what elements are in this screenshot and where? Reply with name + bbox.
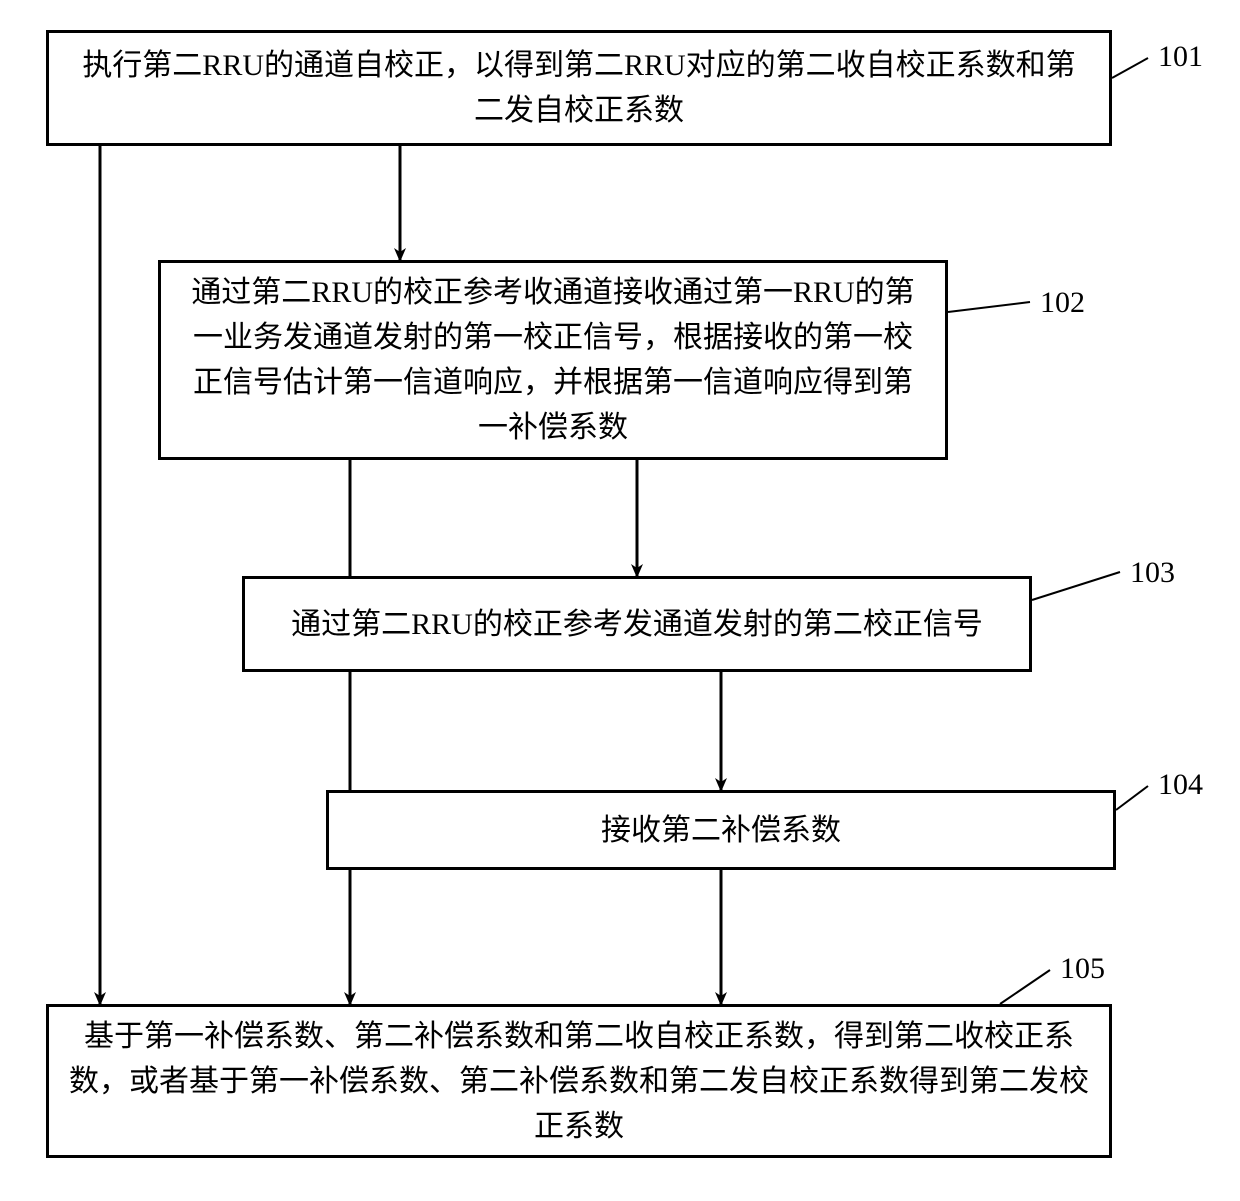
step-number-label: 103 [1130,556,1175,590]
step-number-label: 105 [1060,952,1105,986]
step-number-label: 102 [1040,286,1085,320]
label-leader-line [1112,58,1148,78]
flow-step-n105: 基于第一补偿系数、第二补偿系数和第二收自校正系数，得到第二收校正系数，或者基于第… [46,1004,1112,1158]
label-leader-line [948,302,1030,312]
flow-step-text: 接收第二补偿系数 [601,808,841,853]
flow-step-text: 通过第二RRU的校正参考收通道接收通过第一RRU的第一业务发通道发射的第一校正信… [181,270,925,450]
label-leader-line [1116,786,1148,810]
flow-step-n102: 通过第二RRU的校正参考收通道接收通过第一RRU的第一业务发通道发射的第一校正信… [158,260,948,460]
step-number-label: 104 [1158,768,1203,802]
flow-step-n101: 执行第二RRU的通道自校正，以得到第二RRU对应的第二收自校正系数和第二发自校正… [46,30,1112,146]
label-leader-line [1032,572,1120,600]
label-leader-line [1000,970,1050,1004]
step-number-label: 101 [1158,40,1203,74]
flow-step-n104: 接收第二补偿系数 [326,790,1116,870]
flow-step-text: 通过第二RRU的校正参考发通道发射的第二校正信号 [291,602,983,647]
flow-step-text: 基于第一补偿系数、第二补偿系数和第二收自校正系数，得到第二收校正系数，或者基于第… [69,1014,1089,1149]
flow-step-text: 执行第二RRU的通道自校正，以得到第二RRU对应的第二收自校正系数和第二发自校正… [69,43,1089,133]
flow-step-n103: 通过第二RRU的校正参考发通道发射的第二校正信号 [242,576,1032,672]
